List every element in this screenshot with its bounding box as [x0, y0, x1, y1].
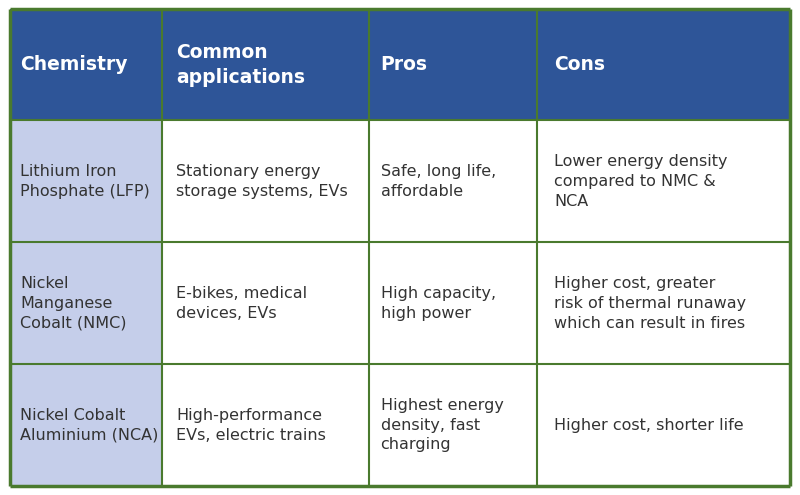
Bar [537, 364, 790, 486]
Text: Lithium Iron
Phosphate (LFP): Lithium Iron Phosphate (LFP) [20, 164, 150, 199]
Bar [162, 243, 369, 364]
Bar [537, 243, 790, 364]
Text: Nickel
Manganese
Cobalt (NMC): Nickel Manganese Cobalt (NMC) [20, 276, 126, 331]
Bar [10, 364, 162, 486]
Text: High-performance
EVs, electric trains: High-performance EVs, electric trains [176, 408, 326, 443]
Text: High capacity,
high power: High capacity, high power [381, 286, 496, 321]
Text: Higher cost, shorter life: Higher cost, shorter life [554, 418, 744, 433]
Bar [162, 120, 369, 243]
Bar [369, 243, 537, 364]
Bar [369, 364, 537, 486]
Bar [10, 120, 162, 243]
Bar [369, 120, 537, 243]
Text: Highest energy
density, fast
charging: Highest energy density, fast charging [381, 398, 503, 452]
Text: Pros: Pros [381, 55, 427, 74]
Text: Stationary energy
storage systems, EVs: Stationary energy storage systems, EVs [176, 164, 348, 199]
Text: Chemistry: Chemistry [20, 55, 128, 74]
Text: Common
applications: Common applications [176, 43, 306, 87]
Text: Cons: Cons [554, 55, 606, 74]
Text: Safe, long life,
affordable: Safe, long life, affordable [381, 164, 496, 199]
Bar [10, 9, 162, 120]
Bar [369, 9, 537, 120]
Text: Lower energy density
compared to NMC &
NCA: Lower energy density compared to NMC & N… [554, 154, 728, 209]
Bar [162, 9, 369, 120]
Bar [537, 120, 790, 243]
Text: Nickel Cobalt
Aluminium (NCA): Nickel Cobalt Aluminium (NCA) [20, 408, 158, 443]
Text: E-bikes, medical
devices, EVs: E-bikes, medical devices, EVs [176, 286, 307, 321]
Bar [10, 243, 162, 364]
Bar [162, 364, 369, 486]
Bar [537, 9, 790, 120]
Text: Higher cost, greater
risk of thermal runaway
which can result in fires: Higher cost, greater risk of thermal run… [554, 276, 746, 331]
